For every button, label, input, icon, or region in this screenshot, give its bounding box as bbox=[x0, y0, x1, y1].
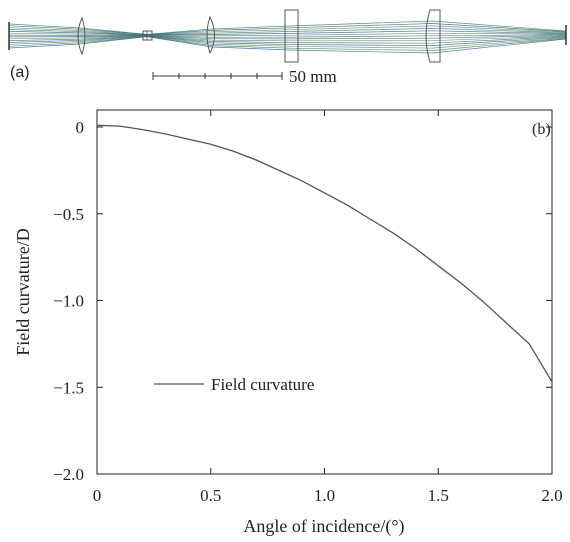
lens-2 bbox=[206, 15, 215, 55]
panel-a-label: (a) bbox=[10, 64, 30, 81]
series-line-field-curvature bbox=[96, 124, 553, 383]
light-ray bbox=[8, 36, 567, 51]
y-tick-label: −1.0 bbox=[53, 292, 84, 311]
ray-bundle bbox=[8, 20, 567, 54]
y-tick-label: 0 bbox=[76, 118, 85, 137]
scale-bar bbox=[152, 72, 283, 80]
plot-frame bbox=[96, 109, 553, 475]
scale-bar-label: 50 mm bbox=[289, 67, 337, 86]
x-axis-label: Angle of incidence/(°) bbox=[243, 516, 404, 537]
light-ray bbox=[8, 35, 567, 46]
optical-layout-diagram: (a) 50 mm bbox=[8, 9, 567, 86]
x-tick-label: 1.0 bbox=[314, 486, 335, 505]
light-ray bbox=[8, 35, 567, 44]
light-ray bbox=[8, 23, 567, 35]
lens-1 bbox=[77, 16, 86, 56]
series-layer bbox=[96, 124, 553, 383]
light-ray bbox=[8, 35, 567, 42]
light-ray bbox=[8, 35, 567, 49]
field-curvature-chart: 0 0.5 1.0 1.5 2.0 0 −0.5 −1.0 −1.5 −2.0 (b) Fiel… bbox=[13, 109, 563, 537]
y-axis: 0 −0.5 −1.0 −1.5 −2.0 bbox=[53, 118, 552, 484]
light-ray bbox=[8, 30, 567, 36]
light-ray bbox=[8, 34, 567, 38]
x-tick-label: 0 bbox=[93, 486, 102, 505]
light-ray bbox=[8, 25, 567, 36]
y-tick-label: −0.5 bbox=[53, 205, 84, 224]
x-tick-label: 0.5 bbox=[200, 486, 221, 505]
light-ray bbox=[8, 28, 567, 36]
x-tick-label: 1.5 bbox=[428, 486, 449, 505]
x-axis: 0 0.5 1.0 1.5 2.0 bbox=[93, 110, 563, 505]
y-axis-label: Field curvature/D bbox=[13, 228, 33, 355]
aperture-stop bbox=[142, 30, 153, 41]
lens-4 bbox=[425, 9, 441, 63]
legend-label: Field curvature bbox=[211, 375, 314, 394]
light-ray bbox=[8, 34, 567, 40]
lens-3 bbox=[284, 9, 299, 63]
light-ray bbox=[8, 32, 567, 37]
x-tick-label: 2.0 bbox=[541, 486, 562, 505]
panel-b-label: (b) bbox=[532, 121, 551, 138]
y-tick-label: −2.0 bbox=[53, 465, 84, 484]
light-ray bbox=[8, 20, 567, 35]
y-tick-label: −1.5 bbox=[53, 378, 84, 397]
